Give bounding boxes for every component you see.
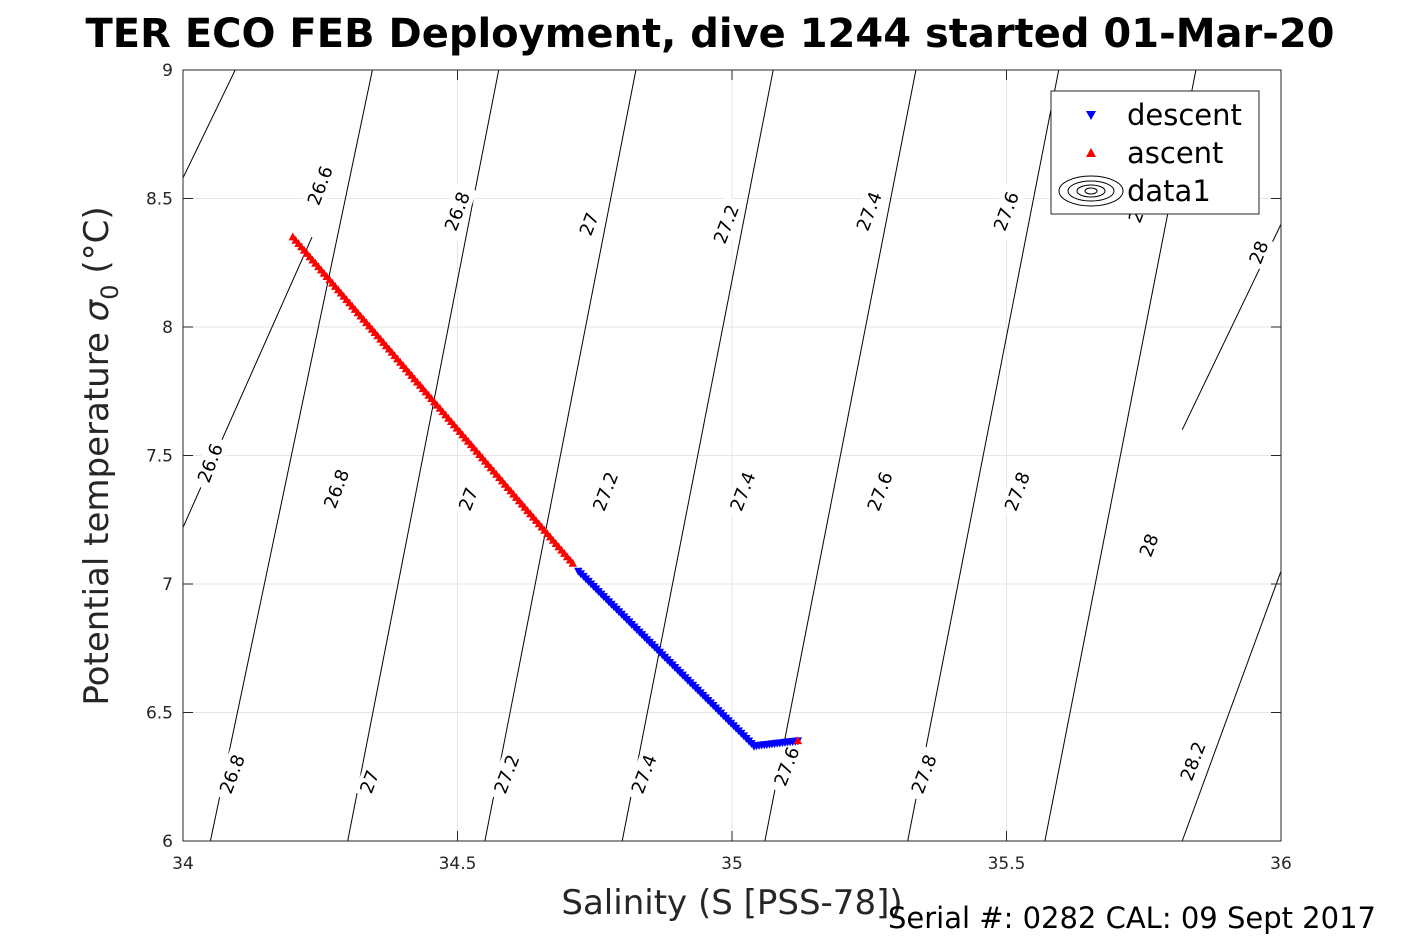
legend-data1-label: data1 [1127,174,1211,208]
ascent-point [568,558,577,567]
y-tick-label: 7 [162,575,173,595]
contour-label-bg [487,745,527,803]
data-points [288,232,803,751]
contour-label-bg [1243,234,1275,271]
x-tick-label: 35.5 [988,854,1026,874]
y-tick-label: 9 [162,61,173,81]
density-contour-label: 28 [1243,234,1275,271]
ascent-point [793,736,803,745]
density-contour-label: 27.8 [997,463,1038,520]
x-tick-label: 36 [1270,854,1292,874]
serial-calibration-note: Serial #: 0282 CAL: 09 Sept 2017 [888,901,1376,935]
y-tick-label: 6 [162,832,173,852]
axis-ticks: 34 34.5 35 35.5 36 6 6.5 7 7.5 8 8.5 9 [146,61,1292,874]
density-contour-label: 26.6 [190,434,230,492]
contour-label-text: 26.8 [441,189,475,234]
contour-label-bg [354,763,386,800]
contour-label-text: 27.6 [990,189,1024,234]
density-contour-label: 27.2 [706,195,747,253]
density-contour-label: 27.4 [849,183,889,240]
contour-label-bg [317,460,357,518]
contour-label-bg [586,463,626,520]
contour-label-text: 27.8 [908,752,942,797]
legend-box [1050,90,1260,215]
contour-label-bg [997,463,1038,520]
contour-label-bg [437,183,478,240]
density-contour-line [183,70,236,179]
density-contour-line [209,70,373,841]
legend-ascent-marker [1086,148,1096,157]
contour-label-text: 27.2 [710,202,744,247]
contour-label-text: 27.2 [589,469,623,514]
contour-label-bg [1133,527,1165,564]
density-contour-label: 27.2 [586,463,626,520]
density-contour-line [484,70,637,841]
contour-label-bg [300,157,340,214]
density-contour-label: 27 [573,206,605,243]
y-axis-title-subscript: 0 [96,284,124,299]
contour-label-bg [452,481,485,518]
contour-label-bg [573,206,605,243]
contour-label-bg [624,745,664,803]
y-tick-label: 7.5 [146,447,173,467]
contour-label-text: 27.4 [628,752,662,797]
density-contour-labels: 26.6 26.8 27 27.2 27.4 27.6 27 28 26.6 26.8 27 27.2… [190,157,1275,803]
contour-label-text: 27.6 [864,469,898,514]
legend-descent-label: descent [1127,98,1242,132]
density-contour-line [1181,571,1281,841]
contour-label-text: 26.6 [304,163,338,208]
x-tick-label: 34 [172,854,194,874]
contour-label-text: 26.8 [320,467,354,512]
density-contour-line [907,70,1060,841]
density-contour-label: 26.8 [212,745,252,803]
contour-label-text: 26.6 [194,441,228,486]
contour-label-bg [1173,733,1213,790]
contour-label-text: 26.8 [216,752,250,797]
density-contour-label: 27.4 [624,745,664,803]
x-axis-title: Salinity (S [PSS-78]) [561,883,902,923]
density-contour-line [764,70,917,841]
legend-data1-contour-icon [1058,175,1124,207]
contour-label-text: 27.2 [490,752,524,797]
y-axis-title-unit: (°C) [77,206,117,273]
density-contour-label: 27.6 [986,183,1027,240]
y-axis-title-main: Potential temperature [77,332,117,705]
density-contour-label: 27.8 [904,745,944,803]
y-axis-title: Potential temperature σ0 (°C) [77,206,124,705]
contour-label-bg [706,195,747,253]
contour-label-bg [904,745,944,803]
contour-label-bg [849,183,889,240]
contour-label-bg [767,738,807,795]
x-tick-label: 35 [721,854,743,874]
contour-label-bg [190,434,230,492]
y-tick-label: 6.5 [146,704,173,724]
density-contour-label: 26.8 [317,460,357,518]
density-contour-line [621,70,774,841]
density-contour-label: 27.4 [723,463,763,520]
density-contour-label: 28 [1133,527,1165,564]
density-contour-label: 27.6 [767,738,807,795]
y-tick-label: 8.5 [146,190,173,210]
density-contour-label: 28.2 [1173,733,1213,790]
legend-descent-marker [1086,111,1096,120]
density-contour-label: 27.2 [487,745,527,803]
contour-label-bg [860,463,900,520]
y-axis-title-symbol: σ [77,298,117,321]
contour-label-bg [986,183,1027,240]
contour-label-text: 27.6 [770,744,804,789]
density-contour-label: 26.6 [300,157,340,214]
legend-ascent-label: ascent [1127,136,1223,170]
density-contour-label: 27.6 [860,463,900,520]
contour-label-text: 27.4 [853,189,887,234]
contour-label-bg [212,745,252,803]
chart-title: TER ECO FEB Deployment, dive 1244 starte… [85,11,1334,57]
density-contour-label: 27 [354,763,386,800]
density-contour-label: 27 [452,481,485,518]
legend: descent ascent data1 [1050,90,1260,215]
y-tick-label: 8 [162,318,173,338]
x-tick-label: 34.5 [439,854,477,874]
contour-label-bg [723,463,763,520]
